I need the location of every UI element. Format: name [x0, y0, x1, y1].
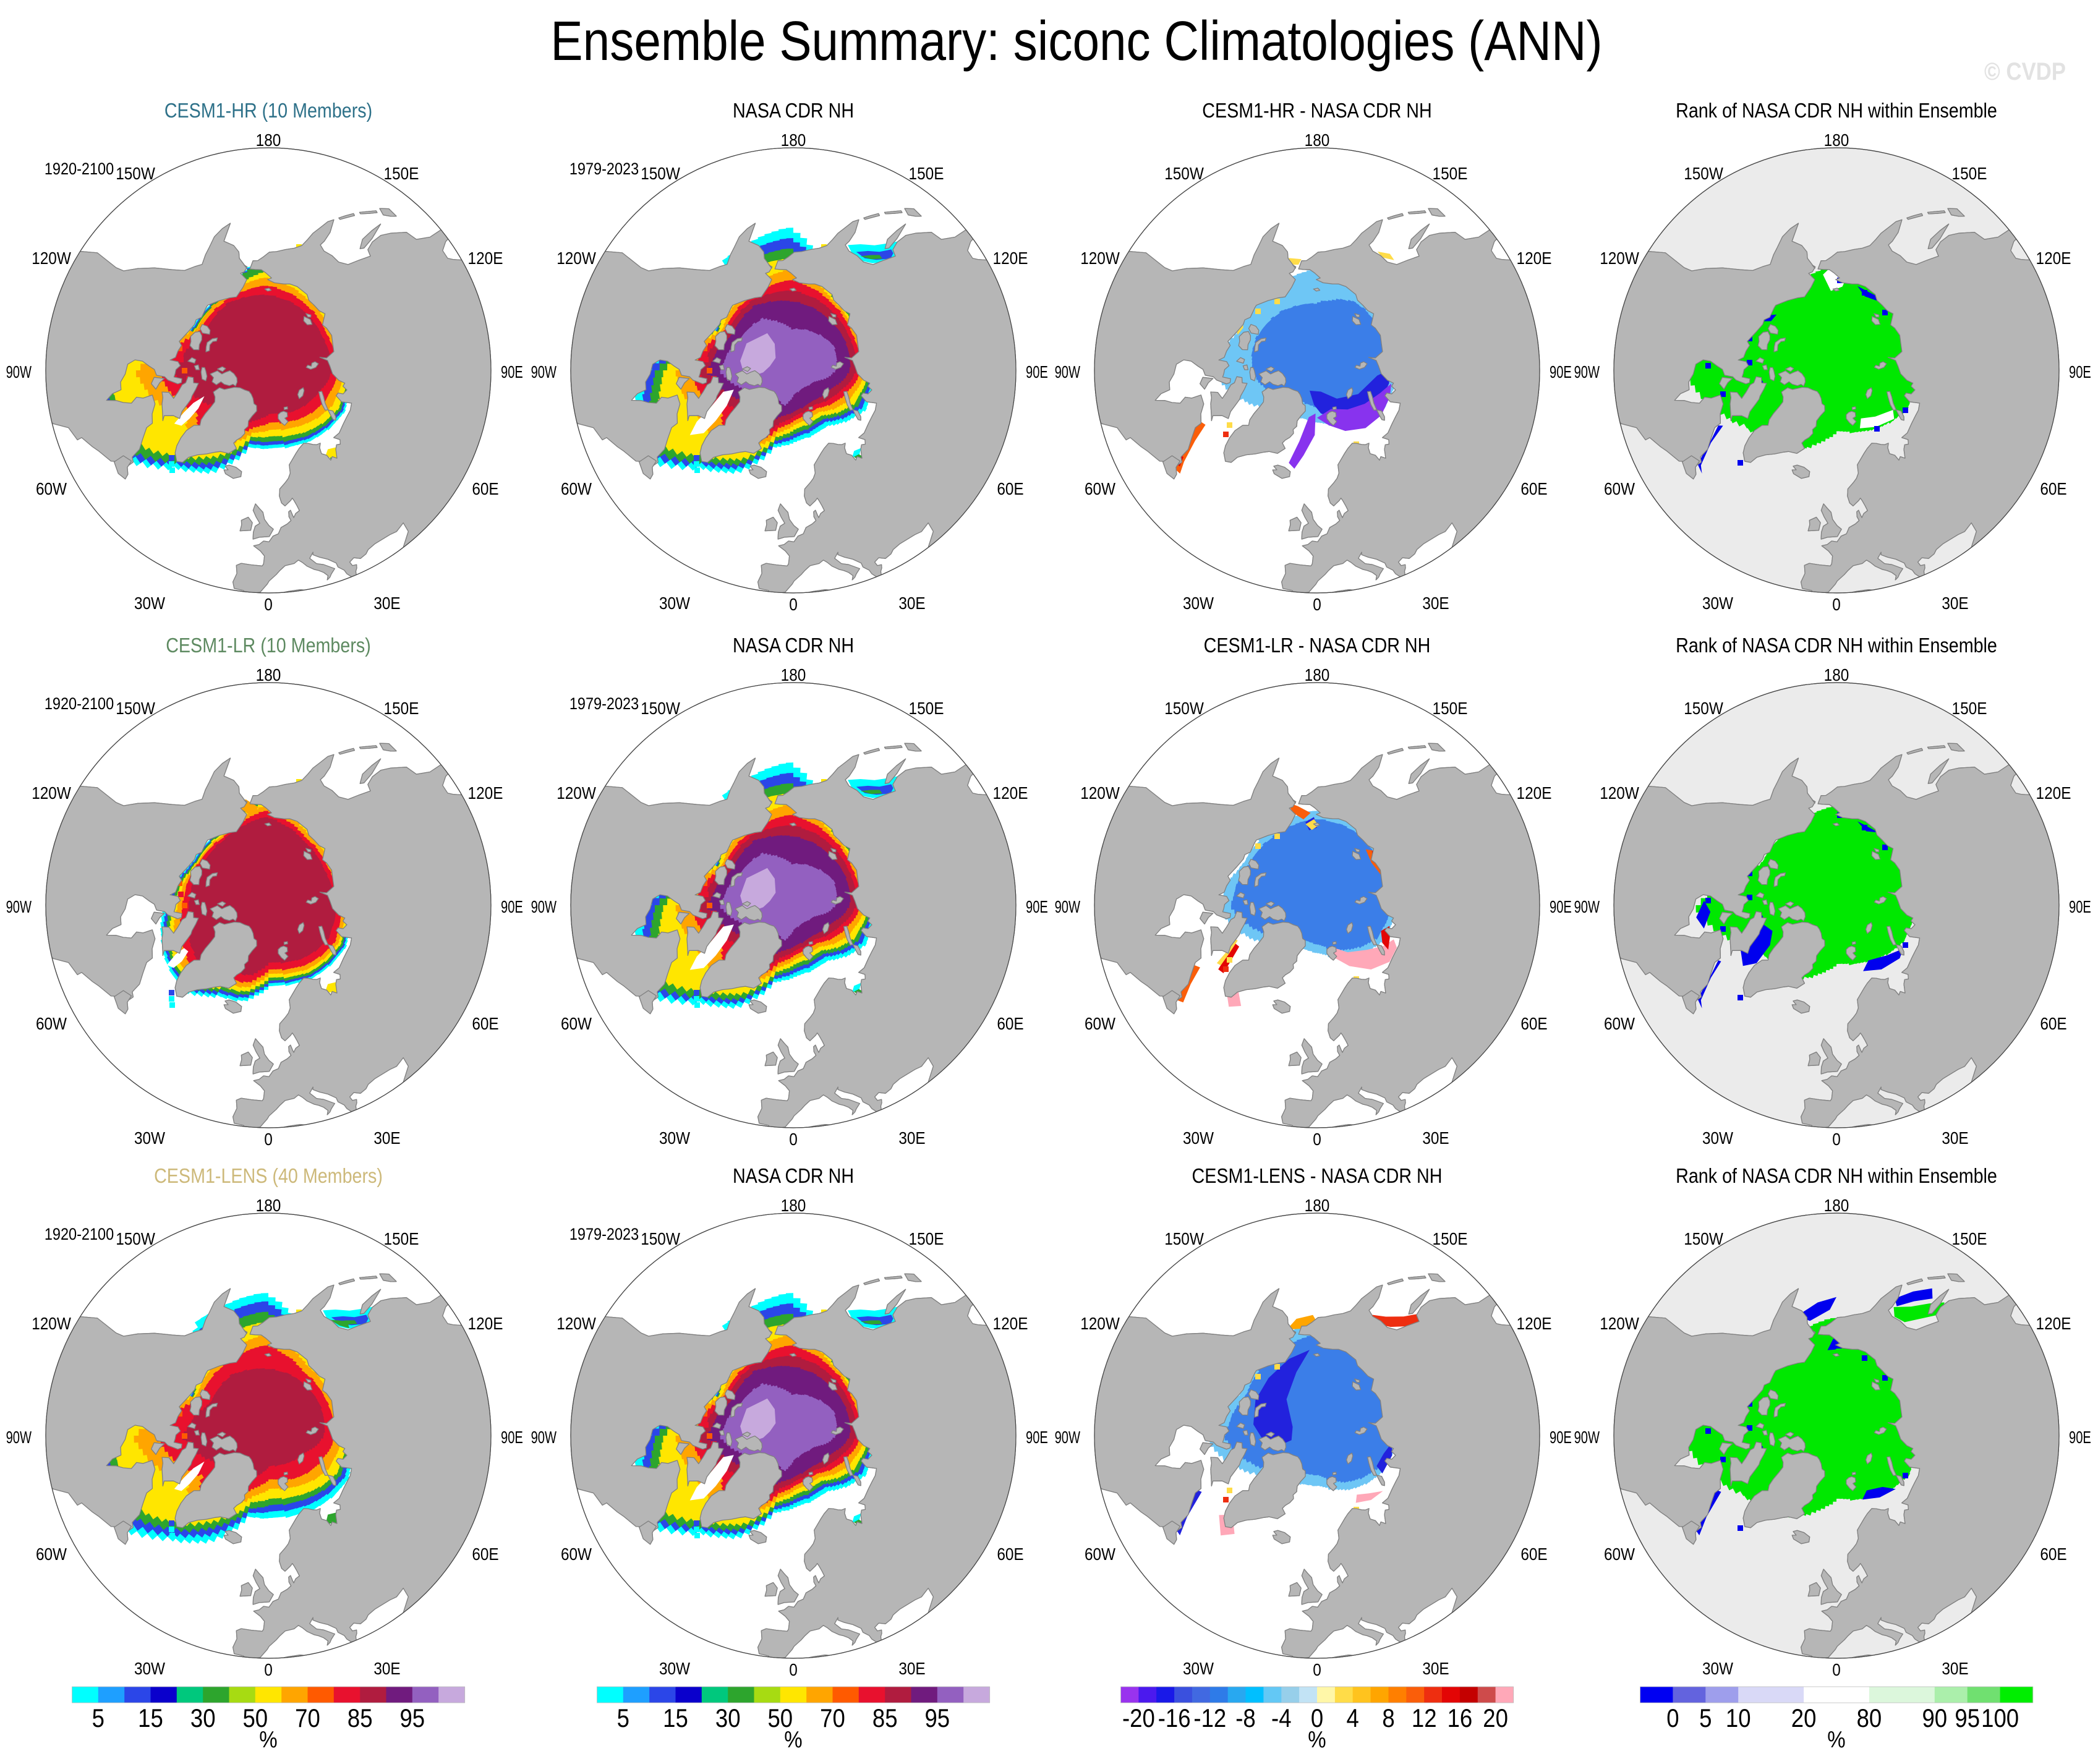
svg-text:70: 70	[820, 1704, 845, 1733]
svg-text:-16: -16	[1158, 1704, 1191, 1733]
svg-text:5: 5	[617, 1704, 629, 1733]
svg-text:CESM1-LR - NASA CDR NH: CESM1-LR - NASA CDR NH	[1204, 634, 1431, 657]
svg-text:85: 85	[348, 1704, 373, 1733]
svg-text:CESM1-HR (10 Members): CESM1-HR (10 Members)	[164, 99, 372, 122]
svg-text:NASA CDR NH: NASA CDR NH	[733, 99, 854, 122]
svg-text:4: 4	[1347, 1704, 1359, 1733]
svg-text:1979-2023: 1979-2023	[569, 695, 639, 714]
svg-text:5: 5	[1699, 1704, 1712, 1733]
svg-text:%: %	[784, 1726, 802, 1753]
svg-text:30: 30	[190, 1704, 216, 1733]
svg-text:90: 90	[1922, 1704, 1947, 1733]
svg-text:70: 70	[295, 1704, 320, 1733]
svg-text:50: 50	[242, 1704, 268, 1733]
svg-text:Rank of NASA CDR NH within Ens: Rank of NASA CDR NH within Ensemble	[1676, 99, 1997, 122]
svg-text:85: 85	[872, 1704, 898, 1733]
svg-text:50: 50	[767, 1704, 793, 1733]
svg-text:10: 10	[1726, 1704, 1751, 1733]
svg-text:95: 95	[924, 1704, 950, 1733]
svg-text:16: 16	[1448, 1704, 1473, 1733]
svg-text:%: %	[1827, 1726, 1845, 1753]
svg-text:© CVDP: © CVDP	[1984, 58, 2066, 85]
svg-text:8: 8	[1382, 1704, 1394, 1733]
svg-text:80: 80	[1857, 1704, 1882, 1733]
svg-text:NASA CDR NH: NASA CDR NH	[733, 1164, 854, 1187]
svg-text:1920-2100: 1920-2100	[45, 160, 114, 179]
svg-text:30: 30	[715, 1704, 741, 1733]
svg-text:CESM1-LENS - NASA CDR NH: CESM1-LENS - NASA CDR NH	[1192, 1164, 1443, 1187]
svg-text:-20: -20	[1122, 1704, 1155, 1733]
svg-text:1920-2100: 1920-2100	[45, 695, 114, 714]
svg-text:-4: -4	[1271, 1704, 1291, 1733]
svg-text:%: %	[259, 1726, 277, 1753]
svg-text:Rank of NASA CDR NH within Ens: Rank of NASA CDR NH within Ensemble	[1676, 1164, 1997, 1187]
svg-text:12: 12	[1412, 1704, 1437, 1733]
svg-text:95: 95	[399, 1704, 425, 1733]
svg-text:1979-2023: 1979-2023	[569, 1225, 639, 1244]
svg-text:15: 15	[663, 1704, 688, 1733]
svg-text:15: 15	[138, 1704, 163, 1733]
svg-text:1979-2023: 1979-2023	[569, 160, 639, 179]
svg-text:0: 0	[1666, 1704, 1679, 1733]
svg-text:95: 95	[1955, 1704, 1980, 1733]
svg-text:-12: -12	[1193, 1704, 1226, 1733]
svg-text:-8: -8	[1235, 1704, 1255, 1733]
svg-text:5: 5	[92, 1704, 104, 1733]
svg-text:NASA CDR NH: NASA CDR NH	[733, 634, 854, 657]
svg-text:CESM1-LR (10 Members): CESM1-LR (10 Members)	[166, 634, 371, 657]
svg-text:20: 20	[1791, 1704, 1817, 1733]
svg-text:100: 100	[1981, 1704, 2019, 1733]
svg-text:%: %	[1308, 1726, 1326, 1753]
svg-text:1920-2100: 1920-2100	[45, 1225, 114, 1244]
svg-text:Ensemble Summary: siconc Clima: Ensemble Summary: siconc Climatologies (…	[550, 10, 1602, 72]
svg-text:CESM1-HR - NASA CDR NH: CESM1-HR - NASA CDR NH	[1202, 99, 1431, 122]
svg-text:20: 20	[1483, 1704, 1508, 1733]
svg-text:0: 0	[1311, 1704, 1323, 1733]
svg-text:CESM1-LENS (40 Members): CESM1-LENS (40 Members)	[154, 1164, 383, 1187]
svg-text:Rank of NASA CDR NH within Ens: Rank of NASA CDR NH within Ensemble	[1676, 634, 1997, 657]
